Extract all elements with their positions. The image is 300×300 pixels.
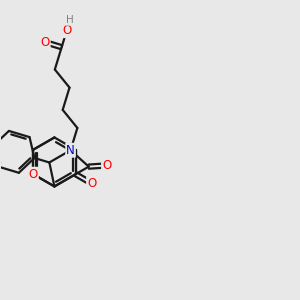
Text: O: O <box>28 168 38 181</box>
Text: O: O <box>40 36 50 49</box>
Text: H: H <box>66 15 74 25</box>
Text: O: O <box>62 24 71 37</box>
Text: N: N <box>66 144 75 157</box>
Text: O: O <box>87 177 96 190</box>
Text: O: O <box>102 159 111 172</box>
